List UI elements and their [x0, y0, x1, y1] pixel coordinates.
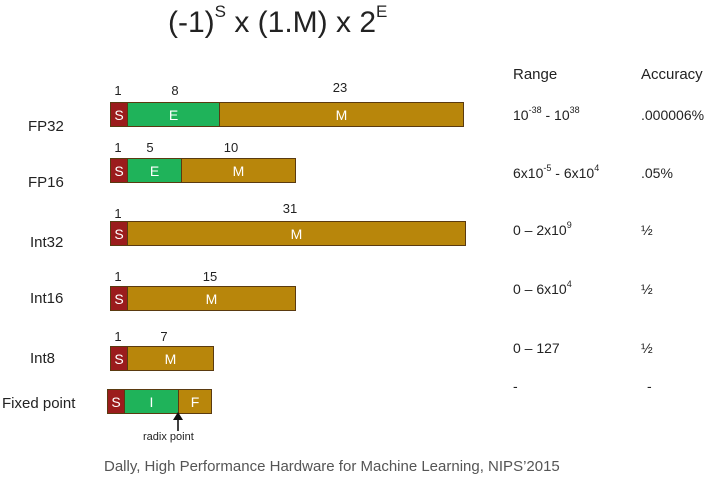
- row-label-fp16: FP16: [28, 174, 64, 191]
- range-low-base: 0 – 2x10: [513, 222, 567, 238]
- bits-mantissa-fp32: 23: [332, 80, 348, 95]
- row-label-int16: Int16: [30, 290, 64, 307]
- range-low-base: 0 – 6x10: [513, 281, 567, 297]
- bits-exponent-fp32: 8: [171, 83, 179, 98]
- range-fixed-point: -: [513, 378, 518, 394]
- integer-segment: I: [125, 390, 179, 413]
- row-label-fixed-point: Fixed point: [2, 395, 76, 412]
- range-low-exp: 9: [566, 220, 572, 230]
- row-label-int32: Int32: [30, 234, 64, 251]
- bits-mantissa-int8: 7: [160, 329, 168, 344]
- accuracy-int16: ½: [641, 281, 653, 297]
- sign-segment: S: [111, 159, 128, 182]
- range-fp16: 6x10-5 - 6x104: [513, 163, 600, 181]
- formula-middle: x (1.M) x 2: [226, 6, 377, 39]
- accuracy-fp16: .05%: [641, 165, 673, 181]
- range-fp32: 10-38 - 1038: [513, 105, 580, 123]
- mantissa-segment: M: [128, 222, 465, 245]
- bit-layout-bar-int32: S M: [110, 221, 466, 246]
- range-low-exp: 4: [566, 279, 572, 289]
- range-int8: 0 – 127: [513, 340, 560, 356]
- accuracy-int8: ½: [641, 340, 653, 356]
- range-header: Range: [513, 66, 558, 83]
- sign-segment: S: [108, 390, 125, 413]
- sign-segment: S: [111, 103, 128, 126]
- bits-mantissa-int32: 31: [282, 201, 298, 216]
- mantissa-segment: M: [128, 347, 213, 370]
- range-int16: 0 – 6x104: [513, 279, 572, 297]
- range-high-base: 10: [554, 107, 570, 123]
- range-separator: -: [551, 165, 564, 181]
- bits-exponent-fp16: 5: [146, 140, 154, 155]
- formula-sign-exponent: S: [214, 2, 226, 21]
- radix-point-arrow-icon: [173, 412, 183, 431]
- sign-segment: S: [111, 287, 128, 310]
- formula-exponent: E: [376, 2, 388, 21]
- row-label-fp32: FP32: [28, 118, 64, 135]
- bits-sign-int16: 1: [114, 269, 122, 284]
- accuracy-header: Accuracy: [641, 66, 703, 83]
- sign-segment: S: [111, 347, 128, 370]
- sign-segment: S: [111, 222, 128, 245]
- exponent-segment: E: [128, 159, 182, 182]
- bit-layout-bar-fp32: S E M: [110, 102, 464, 127]
- formula: (-1)S x (1.M) x 2E: [168, 2, 387, 40]
- bits-sign-int8: 1: [114, 329, 122, 344]
- range-high-exp: 38: [569, 105, 580, 115]
- range-separator: -: [541, 107, 555, 123]
- citation-footer: Dally, High Performance Hardware for Mac…: [104, 458, 560, 475]
- accuracy-fixed-point: -: [647, 378, 652, 394]
- accuracy-int32: ½: [641, 222, 653, 238]
- range-high-base: 6x10: [563, 165, 595, 181]
- range-high-exp: 4: [594, 163, 600, 173]
- range-low-exp: -5: [543, 163, 552, 173]
- bit-layout-bar-fp16: S E M: [110, 158, 296, 183]
- bits-mantissa-int16: 15: [202, 269, 218, 284]
- bit-layout-bar-int8: S M: [110, 346, 214, 371]
- accuracy-fp32: .000006%: [641, 107, 705, 123]
- bit-layout-bar-fixed-point: S I F: [107, 389, 212, 414]
- formula-base: (-1): [168, 6, 215, 39]
- range-low-exp: -38: [528, 105, 542, 115]
- bits-sign-fp16: 1: [114, 140, 122, 155]
- bits-sign-fp32: 1: [114, 83, 122, 98]
- exponent-segment: E: [128, 103, 220, 126]
- bit-layout-bar-int16: S M: [110, 286, 296, 311]
- range-low-base: 6x10: [513, 165, 544, 181]
- bits-sign-int32: 1: [114, 206, 122, 221]
- mantissa-segment: M: [182, 159, 295, 182]
- bits-mantissa-fp16: 10: [223, 140, 239, 155]
- mantissa-segment: M: [128, 287, 295, 310]
- range-int32: 0 – 2x109: [513, 220, 572, 238]
- range-low-base: 10: [513, 107, 529, 123]
- mantissa-segment: M: [220, 103, 463, 126]
- radix-point-label: radix point: [143, 431, 194, 443]
- row-label-int8: Int8: [30, 350, 56, 367]
- fraction-segment: F: [179, 390, 211, 413]
